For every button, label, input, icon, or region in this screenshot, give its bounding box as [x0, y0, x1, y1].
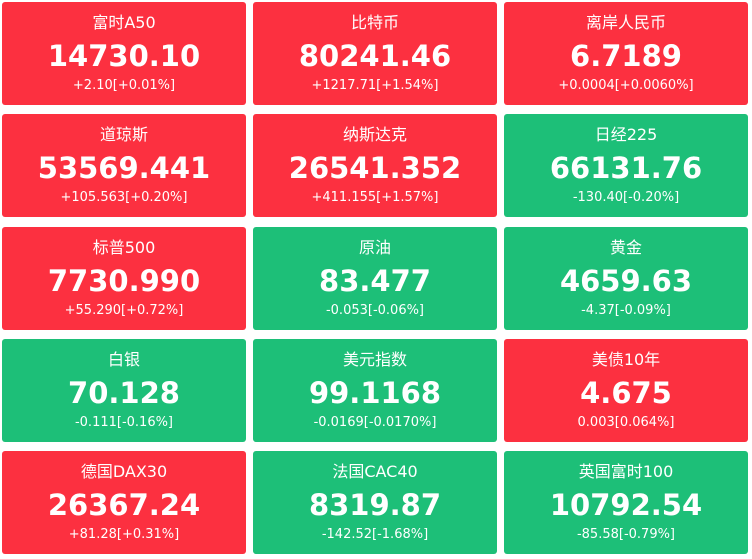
quote-price: 80241.46	[298, 39, 452, 73]
quote-name: 标普500	[92, 237, 156, 257]
quote-change: +81.28[+0.31%]	[68, 527, 180, 543]
quote-change: -0.0169[-0.0170%]	[313, 414, 437, 430]
quote-price: 7730.990	[47, 263, 201, 298]
quote-price: 83.477	[319, 263, 431, 298]
quote-name: 原油	[358, 237, 391, 257]
quote-change: +55.290[+0.72%]	[64, 302, 184, 318]
quote-price: 70.128	[68, 375, 180, 410]
quote-price: 8319.87	[308, 488, 442, 523]
quote-tile[interactable]: 美债10年 4.675 0.003[0.064%]	[504, 338, 748, 442]
quote-tile[interactable]: 美元指数 99.1168 -0.0169[-0.0170%]	[253, 338, 497, 442]
quote-tile[interactable]: 原油 83.477 -0.053[-0.06%]	[253, 226, 497, 330]
quote-tile[interactable]: 道琼斯 53569.441 +105.563[+0.20%]	[2, 114, 246, 218]
quote-name: 白银	[107, 349, 140, 369]
quote-change: -85.58[-0.79%]	[576, 527, 676, 543]
quote-change: -142.52[-1.68%]	[321, 527, 429, 543]
quote-tile[interactable]: 法国CAC40 8319.87 -142.52[-1.68%]	[253, 451, 497, 555]
quote-change: -130.40[-0.20%]	[572, 190, 680, 206]
quote-change: -0.053[-0.06%]	[325, 302, 425, 318]
quote-tile[interactable]: 黄金 4659.63 -4.37[-0.09%]	[504, 226, 748, 330]
quote-price: 66131.76	[549, 151, 703, 186]
quote-price: 6.7189	[570, 39, 682, 73]
quote-price: 99.1168	[308, 375, 442, 410]
quote-price: 4.675	[580, 375, 672, 410]
quote-tile[interactable]: 白银 70.128 -0.111[-0.16%]	[2, 338, 246, 442]
quote-name: 道琼斯	[99, 125, 148, 145]
quote-tile[interactable]: 英国富时100 10792.54 -85.58[-0.79%]	[504, 451, 748, 555]
quote-name: 离岸人民币	[585, 13, 666, 32]
quote-price: 26541.352	[288, 151, 462, 186]
quote-price: 4659.63	[559, 263, 693, 298]
quote-name: 德国DAX30	[80, 462, 168, 482]
quote-tile[interactable]: 标普500 7730.990 +55.290[+0.72%]	[2, 226, 246, 330]
quote-tile[interactable]: 德国DAX30 26367.24 +81.28[+0.31%]	[2, 451, 246, 555]
quote-price: 10792.54	[549, 488, 703, 523]
quote-name: 英国富时100	[578, 462, 674, 482]
quote-tile[interactable]: 日经225 66131.76 -130.40[-0.20%]	[504, 114, 748, 218]
quote-name: 富时A50	[92, 13, 156, 32]
quote-tile[interactable]: 富时A50 14730.10 +2.10[+0.01%]	[2, 2, 246, 105]
quote-change: +105.563[+0.20%]	[60, 190, 188, 206]
quote-change: +411.155[+1.57%]	[311, 190, 439, 206]
quote-name: 美债10年	[591, 349, 661, 369]
quote-change: 0.003[0.064%]	[577, 414, 675, 430]
quote-change: +0.0004[+0.0060%]	[558, 78, 694, 93]
quote-tile[interactable]: 离岸人民币 6.7189 +0.0004[+0.0060%]	[504, 2, 748, 105]
quote-name: 纳斯达克	[342, 125, 407, 145]
quote-price: 26367.24	[47, 488, 201, 523]
quote-name: 美元指数	[342, 349, 407, 369]
quote-change: -4.37[-0.09%]	[581, 302, 671, 318]
quote-name: 比特币	[350, 13, 399, 32]
quote-tile[interactable]: 比特币 80241.46 +1217.71[+1.54%]	[253, 2, 497, 105]
quote-name: 黄金	[609, 237, 642, 257]
quote-change: +2.10[+0.01%]	[72, 78, 176, 93]
quote-price: 53569.441	[37, 151, 211, 186]
quote-name: 法国CAC40	[332, 462, 418, 482]
quote-change: -0.111[-0.16%]	[74, 414, 174, 430]
quote-price: 14730.10	[47, 39, 201, 73]
quote-tile[interactable]: 纳斯达克 26541.352 +411.155[+1.57%]	[253, 114, 497, 218]
quote-change: +1217.71[+1.54%]	[311, 78, 439, 93]
quote-name: 日经225	[594, 125, 658, 145]
